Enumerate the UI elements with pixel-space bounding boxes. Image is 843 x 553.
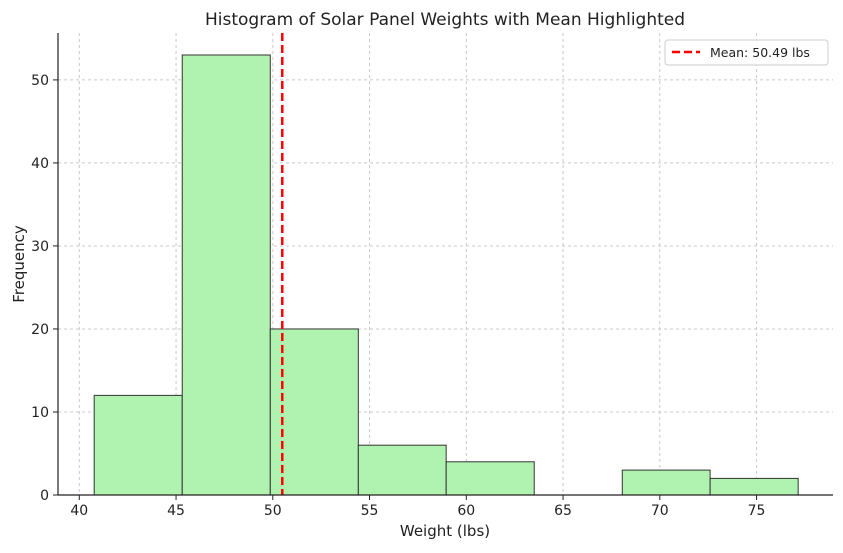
histogram-bar	[357, 444, 447, 496]
y-tick-label: 10	[31, 405, 49, 421]
axes	[57, 33, 833, 496]
x-tick-label: 50	[264, 503, 282, 519]
y-tick-label: 30	[31, 239, 49, 255]
ticks: 40 45 50 55 60 65 70 75 0 10 20 30 40 50	[31, 73, 765, 519]
x-tick-label: 70	[651, 503, 669, 519]
legend-label: Mean: 50.49 lbs	[710, 45, 810, 60]
x-tick-label: 45	[167, 503, 185, 519]
histogram-bar	[621, 469, 711, 496]
histogram-bar	[93, 394, 183, 496]
legend: Mean: 50.49 lbs	[664, 39, 829, 66]
y-axis-label: Frequency	[10, 225, 28, 303]
x-tick-label: 65	[554, 503, 572, 519]
x-tick-label: 75	[748, 503, 766, 519]
y-tick-label: 0	[40, 488, 49, 504]
x-tick-label: 40	[70, 503, 88, 519]
x-tick-label: 55	[361, 503, 379, 519]
x-tick-label: 60	[457, 503, 475, 519]
histogram-bar	[181, 54, 271, 496]
histogram-bar	[445, 461, 535, 496]
x-axis-label: Weight (lbs)	[400, 522, 490, 540]
y-tick-label: 20	[31, 322, 49, 338]
y-tick-label: 40	[31, 156, 49, 172]
bars	[93, 54, 799, 496]
chart-title: Histogram of Solar Panel Weights with Me…	[205, 10, 685, 30]
histogram-bar	[269, 328, 359, 496]
legend-box	[664, 39, 829, 66]
histogram-bar	[709, 477, 799, 496]
y-tick-label: 50	[31, 73, 49, 89]
